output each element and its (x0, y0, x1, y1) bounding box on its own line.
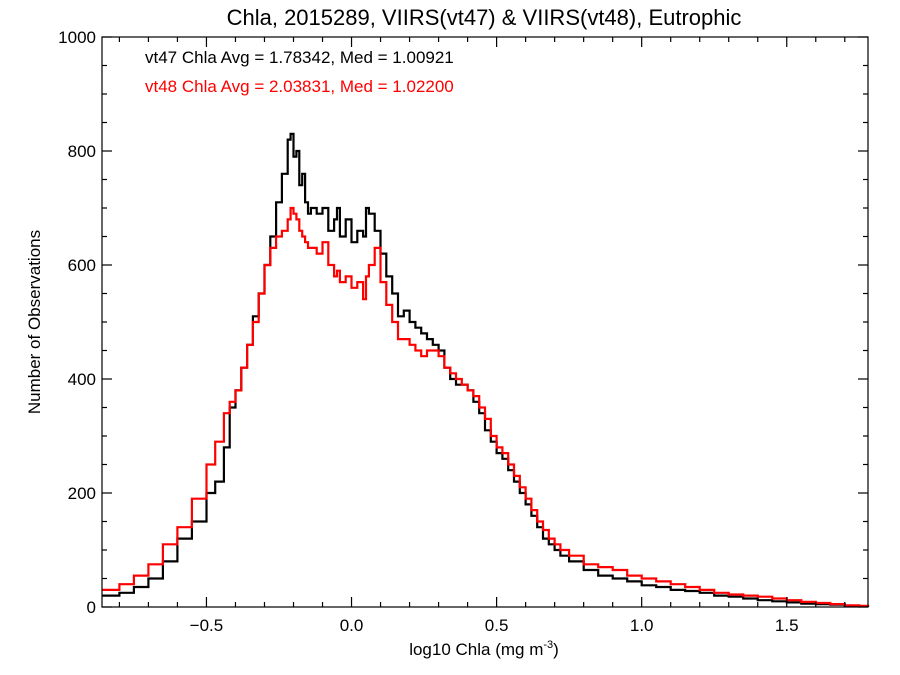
series-line-1 (102, 206, 870, 607)
x-tick-label: 0.5 (485, 616, 509, 635)
ticks-layer: −0.5 0.0 0.5 1.0 1.5 0 200 400 600 800 1000 (58, 28, 868, 635)
annotation-vt47: vt47 Chla Avg = 1.78342, Med = 1.00921 (145, 48, 454, 67)
x-tick-label: 0.0 (340, 616, 364, 635)
y-tick-label: 0 (87, 598, 96, 617)
series-layer (102, 132, 870, 608)
x-tick-label: −0.5 (190, 616, 224, 635)
annotation-vt48: vt48 Chla Avg = 2.03831, Med = 1.02200 (145, 77, 454, 96)
x-axis-label-superscript: -3 (543, 639, 553, 651)
x-axis-label-main: log10 Chla (mg m (409, 640, 543, 659)
y-tick-label: 400 (68, 370, 96, 389)
x-axis-label: log10 Chla (mg m-3) (409, 639, 559, 659)
y-tick-label: 800 (68, 142, 96, 161)
y-tick-label: 600 (68, 256, 96, 275)
y-tick-label: 200 (68, 484, 96, 503)
chart-title: Chla, 2015289, VIIRS(vt47) & VIIRS(vt48)… (227, 5, 742, 30)
plot-frame (101, 36, 869, 608)
y-axis-label: Number of Observations (25, 230, 44, 414)
y-tick-label: 1000 (58, 28, 96, 47)
x-tick-label: 1.0 (630, 616, 654, 635)
x-axis-label-end: ) (553, 640, 559, 659)
x-tick-label: 1.5 (775, 616, 799, 635)
series-line-0 (102, 132, 870, 608)
